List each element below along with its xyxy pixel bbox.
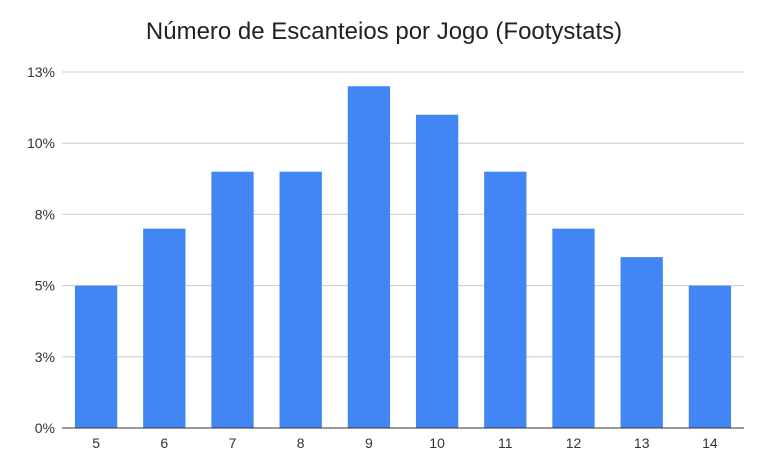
x-tick-label: 13 [634, 435, 650, 451]
bar-9 [347, 86, 391, 429]
bar-5 [74, 285, 118, 428]
bar-7 [211, 171, 254, 428]
y-tick-label: 0% [35, 420, 55, 436]
x-tick-label: 8 [297, 435, 305, 451]
y-tick-label: 8% [35, 206, 55, 222]
y-axis-ticks: 0% 3% 5% 8% 10% 13% [27, 64, 55, 436]
bars [74, 86, 732, 429]
x-tick-label: 14 [702, 435, 718, 451]
x-tick-label: 6 [160, 435, 168, 451]
x-tick-label: 10 [429, 435, 445, 451]
bar-11 [484, 171, 527, 428]
x-tick-label: 12 [566, 435, 582, 451]
bar-10 [415, 114, 459, 428]
bar-8 [279, 171, 322, 428]
x-tick-label: 5 [92, 435, 100, 451]
x-tick-label: 9 [365, 435, 373, 451]
bar-13 [620, 257, 663, 428]
x-axis-ticks: 5 6 7 8 9 10 11 12 13 14 [92, 435, 718, 451]
y-tick-label: 3% [35, 349, 55, 365]
y-tick-label: 10% [27, 135, 55, 151]
y-tick-label: 13% [27, 64, 55, 80]
x-tick-label: 7 [229, 435, 237, 451]
y-tick-label: 5% [35, 278, 55, 294]
bar-12 [552, 228, 595, 428]
bar-6 [143, 228, 186, 428]
chart-title: Número de Escanteios por Jogo (Footystat… [145, 18, 623, 45]
x-tick-label: 11 [498, 435, 513, 451]
bar-14 [688, 285, 732, 428]
